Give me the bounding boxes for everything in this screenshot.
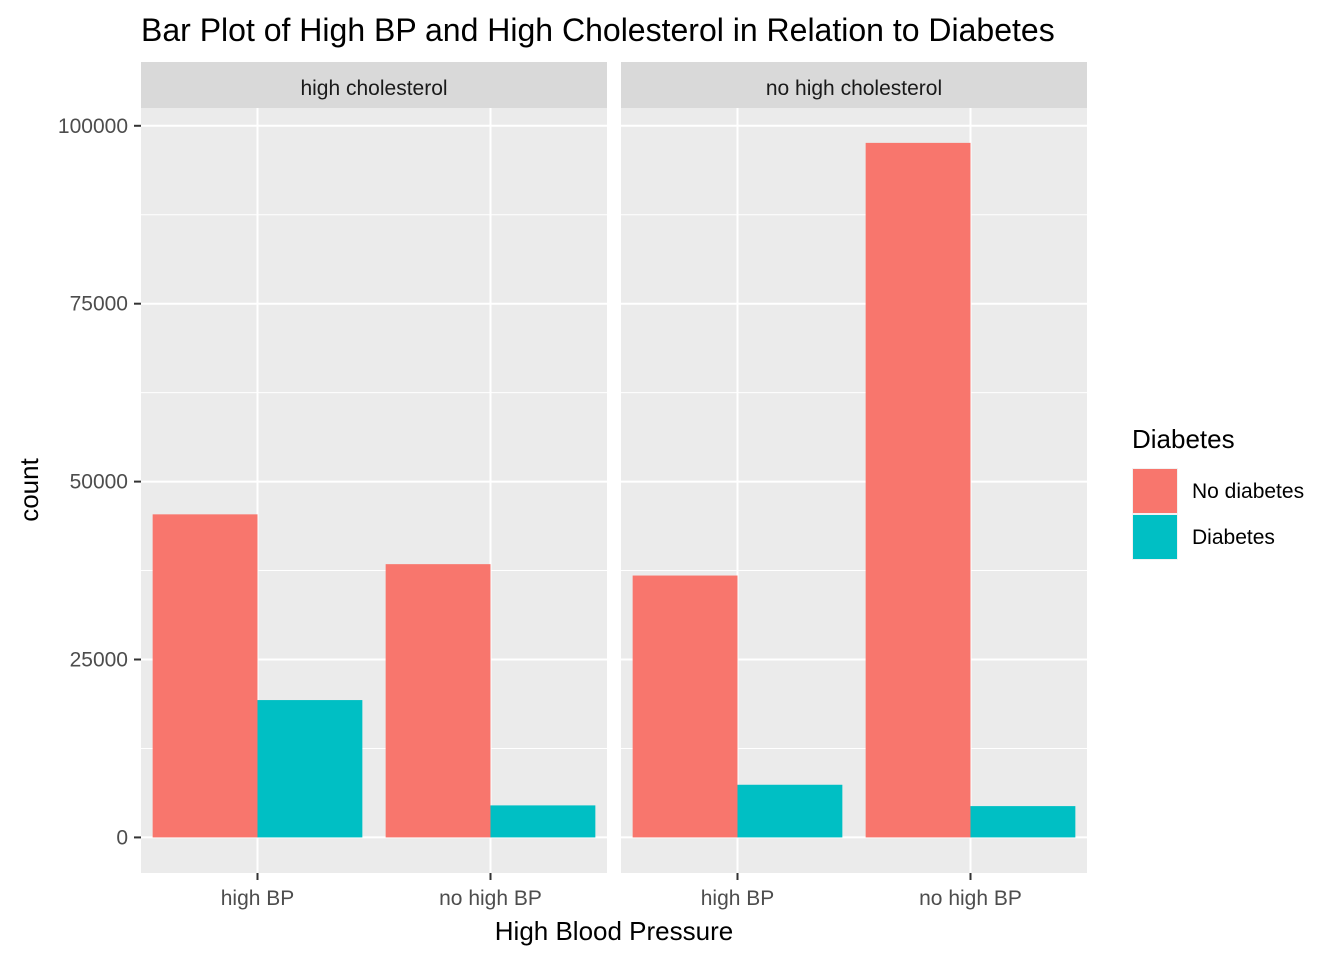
x-tick-label: high BP [221,887,295,910]
legend-label: Diabetes [1192,526,1275,549]
facet-strip-label: no high cholesterol [766,77,942,100]
legend-entries: No diabetes Diabetes [1132,468,1304,560]
chart-title: Bar Plot of High BP and High Cholesterol… [141,12,1055,48]
bar-no-diabetes-no-high-bp [385,564,491,838]
y-axis-title: count [14,457,44,521]
legend-label: No diabetes [1192,480,1304,503]
bar-diabetes-high-bp [257,700,363,838]
bar-diabetes-no-high-bp [970,806,1076,838]
bar-diabetes-high-bp [737,784,843,838]
y-tick-label: 25000 [70,649,128,672]
y-axis: 0 25000 50000 75000 100000 [58,115,141,849]
legend: Diabetes No diabetes Diabetes [1132,424,1304,560]
legend-swatch [1133,515,1177,559]
x-axis-title: High Blood Pressure [495,916,733,946]
y-tick-label: 75000 [70,293,128,316]
facet-strip [141,62,607,108]
bar-no-diabetes-high-bp [632,575,738,838]
bar-diabetes-no-high-bp [490,805,596,838]
y-tick-label: 0 [116,826,128,849]
x-tick-label: no high BP [439,887,542,910]
x-tick-label: high BP [701,887,775,910]
bar-no-diabetes-no-high-bp [865,142,971,838]
legend-swatch [1133,469,1177,513]
facet-strip [621,62,1087,108]
panel-1: high cholesterol high BP no high BP [141,62,607,910]
bar-no-diabetes-high-bp [152,514,258,838]
panel-2: no high cholesterol high BP no high BP [621,62,1087,910]
y-tick-label: 50000 [70,471,128,494]
y-tick-label: 100000 [58,115,128,138]
x-tick-label: no high BP [919,887,1022,910]
facet-strip-label: high cholesterol [300,77,447,100]
legend-title: Diabetes [1132,424,1235,454]
